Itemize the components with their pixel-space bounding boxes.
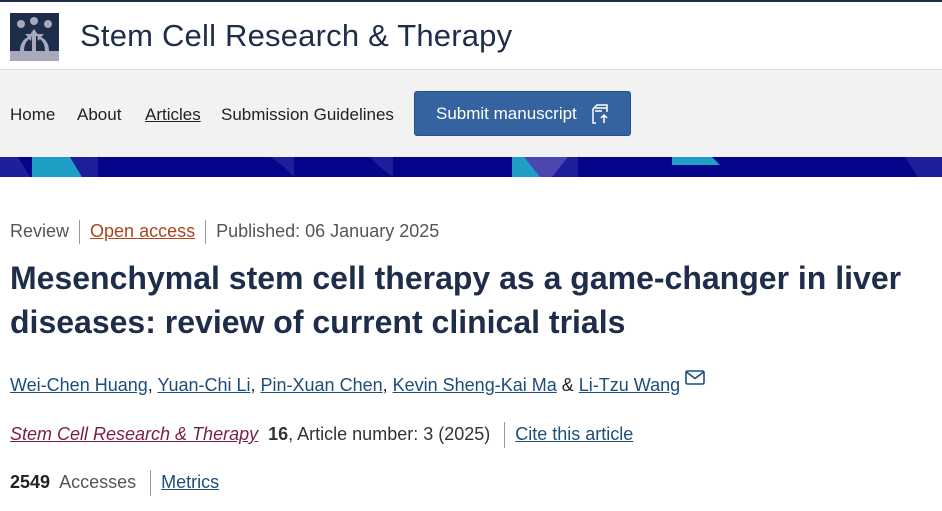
open-access-link[interactable]: Open access [90, 220, 196, 241]
author-list: Wei-Chen Huang, Yuan-Chi Li, Pin-Xuan Ch… [10, 370, 705, 396]
journal-title[interactable]: Stem Cell Research & Therapy [80, 18, 513, 53]
author-link[interactable]: Yuan-Chi Li [157, 375, 251, 395]
nav-submission-guidelines[interactable]: Submission Guidelines [221, 105, 394, 124]
metrics-line: 2549 Accesses Metrics [10, 470, 219, 496]
volume: 16 [268, 423, 289, 444]
email-icon[interactable] [685, 370, 705, 385]
nav-home[interactable]: Home [10, 105, 56, 124]
citation-line: Stem Cell Research & Therapy 16, Article… [10, 422, 633, 448]
journal-logo-icon[interactable] [10, 13, 59, 61]
cite-article-link[interactable]: Cite this article [515, 423, 634, 444]
metrics-link[interactable]: Metrics [161, 471, 220, 492]
nav-articles[interactable]: Articles [145, 105, 201, 124]
published-date: Published: 06 January 2025 [216, 220, 440, 241]
submit-label: Submit manuscript [436, 104, 577, 123]
accesses-label: Accesses [59, 471, 137, 492]
author-link[interactable]: Li-Tzu Wang [578, 375, 681, 395]
author-link[interactable]: Pin-Xuan Chen [260, 375, 383, 395]
top-border [0, 0, 942, 2]
nav-about[interactable]: About [77, 105, 122, 124]
accesses-count: 2549 [10, 471, 51, 492]
article-number: , Article number: 3 (2025) [288, 423, 491, 444]
journal-header: Stem Cell Research & Therapy [0, 2, 942, 70]
article-title: Mesenchymal stem cell therapy as a game-… [10, 260, 902, 340]
submit-manuscript-button[interactable]: Submit manuscript [414, 91, 631, 136]
author-link[interactable]: Wei-Chen Huang [10, 375, 148, 395]
article-type: Review [10, 220, 70, 241]
decorative-banner [0, 157, 942, 177]
author-link[interactable]: Kevin Sheng-Kai Ma [392, 375, 557, 395]
upload-document-icon [592, 104, 608, 124]
main-nav: Home About Articles Submission Guideline… [0, 70, 942, 157]
article-meta: Review Open access Published: 06 January 2… [10, 220, 439, 244]
journal-link[interactable]: Stem Cell Research & Therapy [10, 423, 259, 444]
